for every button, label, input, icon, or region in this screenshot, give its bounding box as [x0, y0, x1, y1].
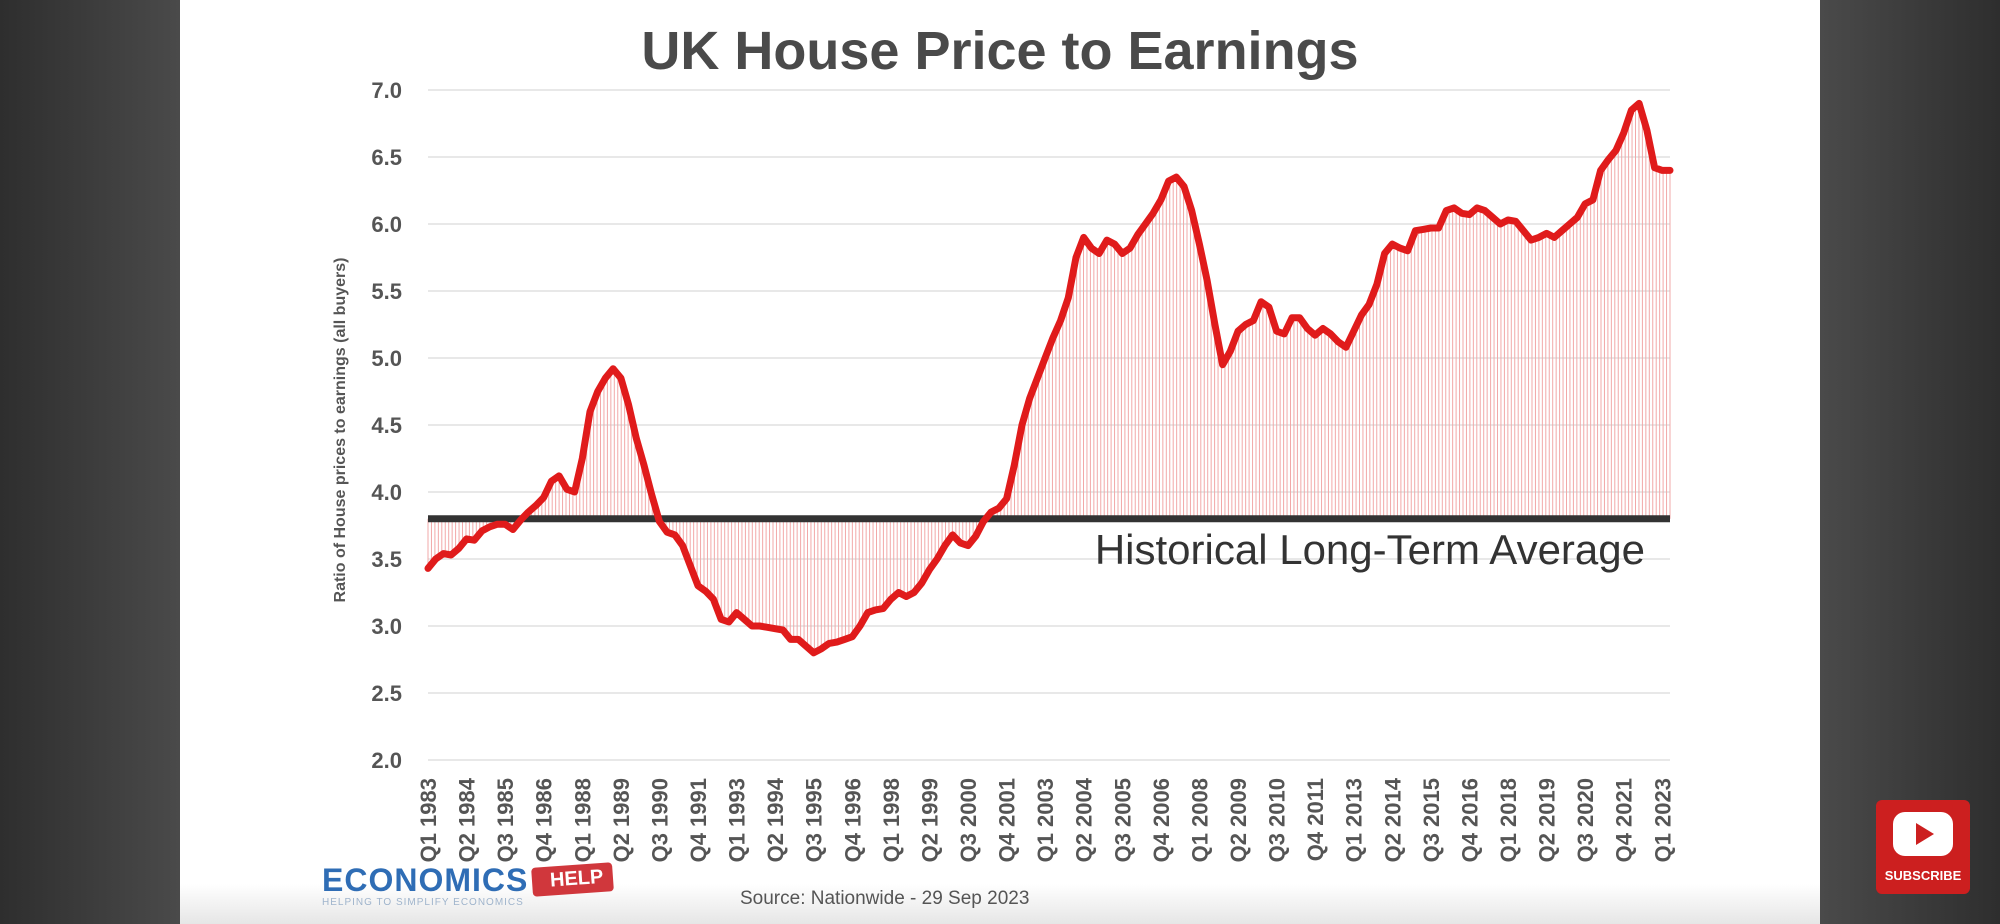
y-tick-label: 7.0 — [371, 78, 402, 103]
x-tick-label: Q1 2008 — [1187, 778, 1212, 862]
y-tick-label: 4.5 — [371, 413, 402, 438]
x-tick-label: Q3 1985 — [493, 778, 518, 862]
x-tick-label: Q2 2004 — [1072, 777, 1097, 862]
logo-tag: HELP — [531, 862, 615, 897]
x-tick-label: Q2 1989 — [609, 778, 634, 862]
y-axis-label: Ratio of House prices to earnings (all b… — [332, 258, 349, 603]
x-tick-label: Q1 1993 — [725, 778, 750, 862]
x-tick-label: Q4 1986 — [532, 778, 557, 862]
x-tick-label: Q3 1990 — [647, 778, 672, 862]
x-tick-label: Q3 2020 — [1573, 778, 1598, 862]
x-tick-label: Q4 2001 — [995, 778, 1020, 862]
y-tick-label: 2.0 — [371, 748, 402, 773]
y-tick-label: 4.0 — [371, 480, 402, 505]
slide — [180, 0, 1820, 924]
x-tick-label: Q4 2021 — [1612, 778, 1637, 862]
series-line — [424, 99, 1674, 657]
x-tick-label: Q1 1983 — [416, 778, 441, 862]
x-tick-label: Q4 1996 — [840, 778, 865, 862]
x-tick-label: Q3 2000 — [956, 778, 981, 862]
x-tick-label: Q2 1999 — [917, 778, 942, 862]
logo-subtitle: HELPING TO SIMPLIFY ECONOMICS — [322, 897, 524, 908]
video-background-right — [1820, 0, 2000, 924]
x-tick-label: Q2 2014 — [1380, 777, 1405, 862]
x-tick-label: Q3 2010 — [1265, 778, 1290, 862]
subscribe-label: SUBSCRIBE — [1884, 868, 1962, 883]
x-tick-label: Q3 2005 — [1110, 778, 1135, 862]
chart-title: UK House Price to Earnings — [641, 21, 1359, 81]
x-tick-label: Q1 1998 — [879, 778, 904, 862]
x-tick-label: Q1 2023 — [1650, 778, 1675, 862]
x-tick-label: Q1 1988 — [570, 778, 595, 862]
x-tick-label: Q4 1991 — [686, 778, 711, 862]
x-tick-label: Q2 2009 — [1226, 778, 1251, 862]
subscribe-button[interactable]: SUBSCRIBE — [1876, 800, 1970, 894]
economics-help-logo: ECONOMICS HELP HELPING TO SIMPLIFY ECONOM… — [322, 862, 615, 908]
source-note: Source: Nationwide - 29 Sep 2023 — [740, 888, 1030, 909]
reference-line-label: Historical Long-Term Average — [1095, 526, 1645, 573]
x-tick-label: Q3 1995 — [802, 778, 827, 862]
x-tick-labels: Q1 1983 Q2 1984 Q3 1985 Q4 1986 Q1 1988 Q2 19… — [416, 777, 1675, 862]
x-tick-label: Q2 1994 — [763, 777, 788, 862]
y-tick-label: 3.5 — [371, 547, 402, 572]
x-tick-label: Q3 2015 — [1419, 778, 1444, 862]
x-tick-label: Q4 2011 — [1303, 778, 1328, 861]
y-tick-label: 6.5 — [371, 145, 402, 170]
y-tick-label: 5.5 — [371, 279, 402, 304]
x-tick-label: Q1 2003 — [1033, 778, 1058, 862]
youtube-play-icon — [1893, 812, 1953, 856]
video-background-left — [0, 0, 180, 924]
y-tick-labels: 2.0 2.5 3.0 3.5 4.0 4.5 5.0 5.5 6.0 6.5 7.0 — [371, 78, 402, 773]
x-tick-label: Q1 2018 — [1496, 778, 1521, 862]
slide-bottom-shadow — [180, 884, 1820, 924]
y-tick-label: 6.0 — [371, 212, 402, 237]
x-tick-label: Q2 2019 — [1535, 778, 1560, 862]
y-tick-label: 3.0 — [371, 614, 402, 639]
x-tick-label: Q4 2016 — [1457, 778, 1482, 862]
x-tick-label: Q1 2013 — [1342, 778, 1367, 862]
y-tick-label: 2.5 — [371, 681, 402, 706]
x-tick-label: Q4 2006 — [1149, 778, 1174, 862]
x-tick-label: Q2 1984 — [455, 777, 480, 862]
y-tick-label: 5.0 — [371, 346, 402, 371]
logo-text: ECONOMICS — [322, 862, 529, 898]
